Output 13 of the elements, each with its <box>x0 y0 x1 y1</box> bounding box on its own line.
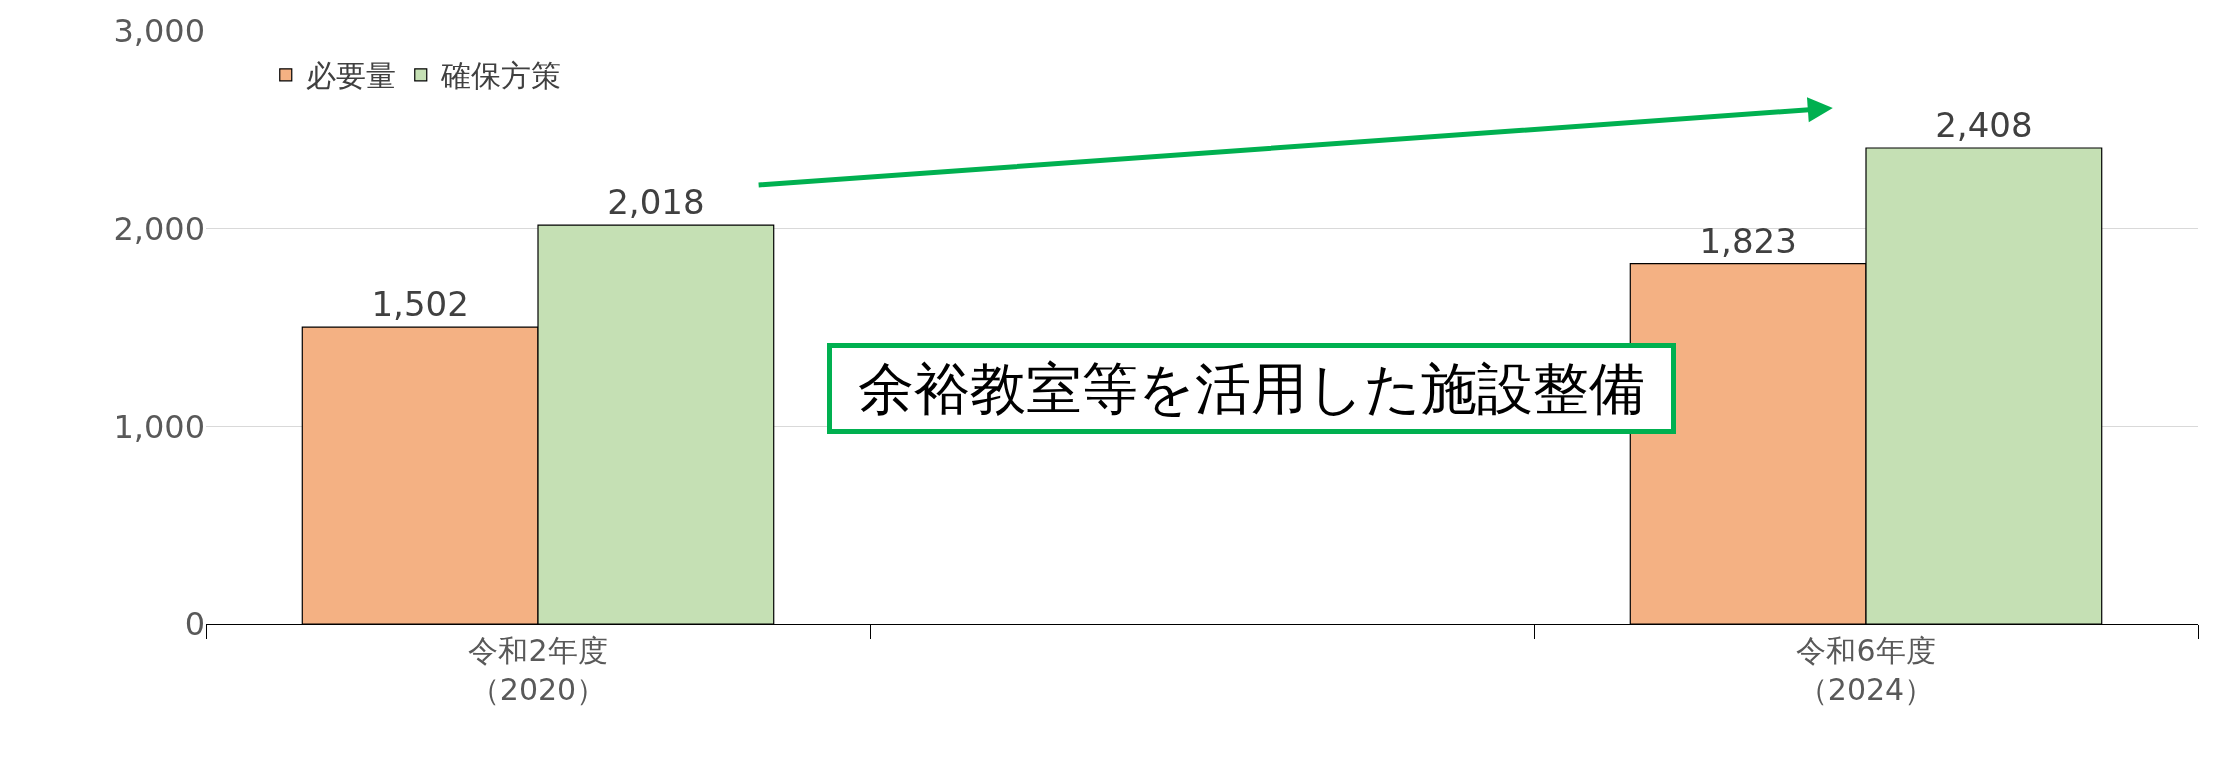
annotation: 余裕教室等を活用した施設整備 <box>840 356 1663 421</box>
legend-label: 必要量 <box>305 58 396 94</box>
data-label: 1,502 <box>371 284 469 325</box>
y-tick-label: 3,000 <box>113 12 205 51</box>
data-label: 1,823 <box>1699 220 1797 261</box>
x-tick-label: 令和2年度（2020） <box>468 633 608 707</box>
x-tick-label: 令和6年度（2024） <box>1796 633 1936 707</box>
y-tick-label: 2,000 <box>113 209 205 248</box>
legend-label: 確保方策 <box>439 58 561 94</box>
data-label: 2,408 <box>1935 105 2033 146</box>
y-tick-label: 0 <box>184 605 205 644</box>
data-label: 2,018 <box>607 182 705 223</box>
y-tick-label: 1,000 <box>113 407 205 446</box>
